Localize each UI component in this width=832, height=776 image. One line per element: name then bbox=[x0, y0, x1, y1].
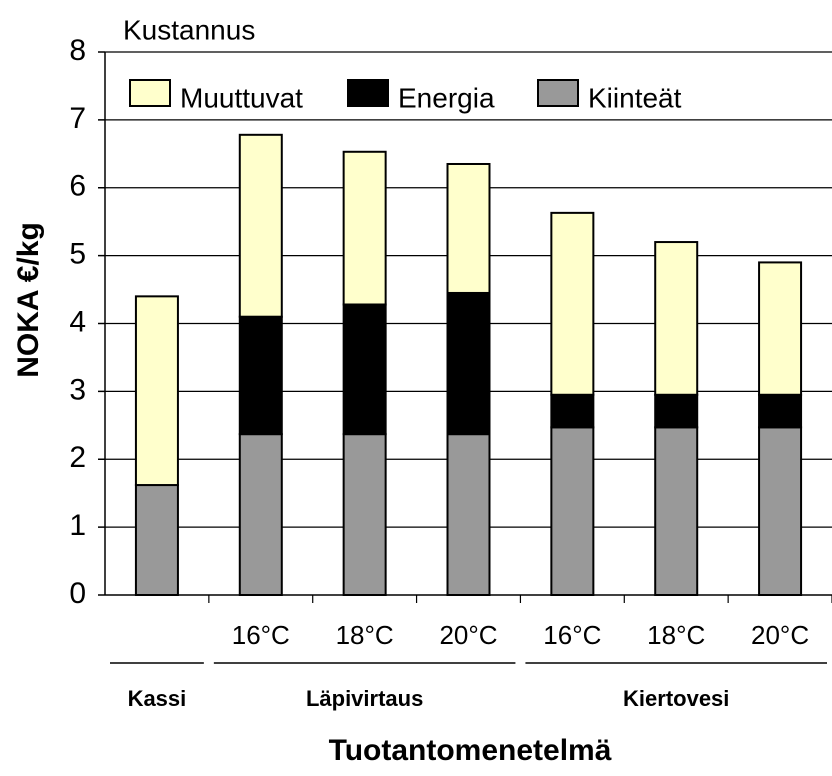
bar-segment bbox=[550, 426, 595, 596]
bar-segment bbox=[654, 241, 699, 396]
bar-segment bbox=[446, 291, 491, 436]
bar-segment bbox=[758, 261, 803, 396]
legend-label: Muuttuvat bbox=[180, 82, 303, 113]
x-axis-title: Tuotantomenetelmä bbox=[329, 734, 612, 767]
x-tick-label: 20°C bbox=[751, 620, 809, 650]
y-tick-label: 6 bbox=[69, 170, 86, 203]
y-tick-label: 0 bbox=[69, 577, 86, 610]
legend-title: Kustannus bbox=[123, 14, 255, 45]
bar-segment bbox=[550, 211, 595, 396]
bar-segment bbox=[134, 295, 179, 487]
group-label: Läpivirtaus bbox=[306, 686, 423, 711]
y-tick-label: 5 bbox=[69, 238, 86, 271]
legend-swatch bbox=[537, 79, 579, 107]
y-tick-label: 2 bbox=[69, 441, 86, 474]
x-tick-label: 20°C bbox=[439, 620, 497, 650]
x-tick-label: 18°C bbox=[336, 620, 394, 650]
y-axis-title: NOKA €/kg bbox=[12, 222, 45, 378]
y-tick-label: 1 bbox=[69, 509, 86, 542]
bar-segment bbox=[342, 433, 387, 597]
legend-swatch bbox=[129, 79, 171, 107]
x-tick-label: 16°C bbox=[232, 620, 290, 650]
bar-segment bbox=[134, 484, 179, 597]
x-tick-label: 16°C bbox=[543, 620, 601, 650]
bar-segment bbox=[342, 303, 387, 436]
bar-segment bbox=[446, 433, 491, 597]
y-tick-label: 3 bbox=[69, 373, 86, 406]
bar-segment bbox=[550, 393, 595, 429]
legend-swatch bbox=[347, 79, 389, 107]
y-tick-label: 8 bbox=[69, 34, 86, 67]
bar-segment bbox=[446, 162, 491, 294]
bar-segment bbox=[238, 433, 283, 597]
y-tick-label: 7 bbox=[69, 102, 86, 135]
bar-segment bbox=[654, 426, 699, 596]
y-tick-label: 4 bbox=[69, 305, 86, 338]
bar-segment bbox=[238, 315, 283, 436]
x-tick-label: 18°C bbox=[647, 620, 705, 650]
legend-label: Energia bbox=[398, 82, 495, 113]
bar-segment bbox=[758, 426, 803, 596]
group-label: Kassi bbox=[128, 686, 187, 711]
bar-segment bbox=[758, 393, 803, 429]
bar-segment bbox=[342, 150, 387, 306]
bar-segment bbox=[238, 133, 283, 318]
legend-label: Kiinteät bbox=[588, 82, 682, 113]
group-label: Kiertovesi bbox=[623, 686, 729, 711]
bar-segment bbox=[654, 393, 699, 429]
